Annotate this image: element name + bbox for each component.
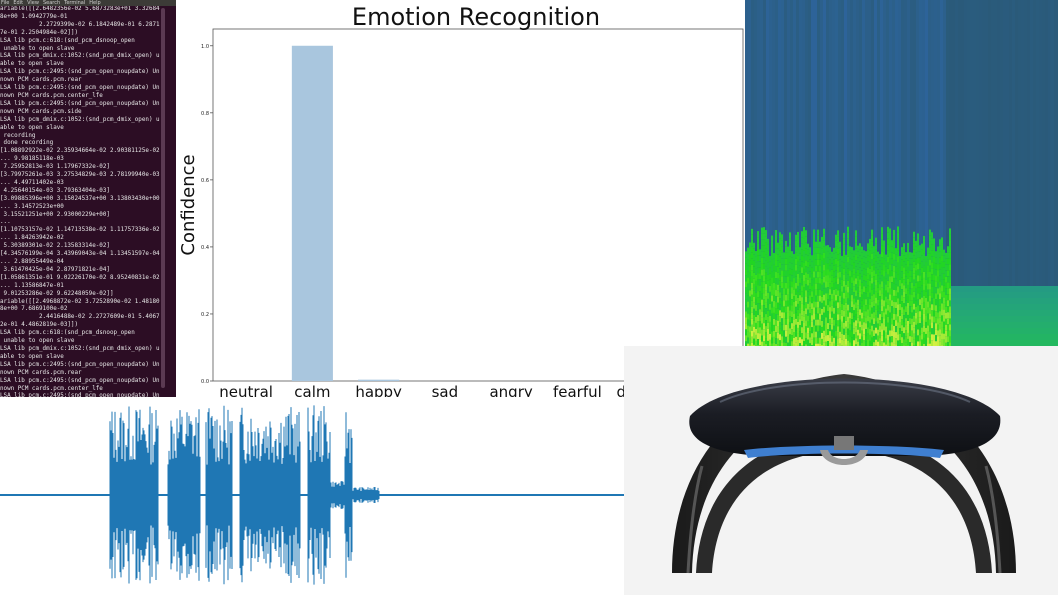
terminal-line: ... 3.14572523e+00: [0, 204, 160, 212]
terminal-line: ... 1.84263942e-02: [0, 235, 160, 243]
terminal-line: 2e-01 4.4862819e-03]]): [0, 322, 160, 330]
terminal-line: nown PCM cards.pcm.rear: [0, 77, 160, 85]
terminal-line: able to open slave: [0, 125, 160, 133]
terminal-line: nown PCM cards.pcm.center_lfe: [0, 386, 160, 394]
terminal-line: nown PCM cards.pcm.center_lfe: [0, 93, 160, 101]
terminal-line: LSA lib pcm.c:2495:(snd_pcm_open_noupdat…: [0, 378, 160, 386]
headset-photo: [624, 346, 1058, 595]
terminal-line: ... 2.88955449e-04: [0, 259, 160, 267]
terminal-line: [3.79975261e-03 3.27534829e-03 2.7819994…: [0, 172, 160, 180]
headset-illustration: [624, 346, 1058, 595]
y-tick-label: 1.0: [201, 44, 209, 50]
terminal-line: unable to open slave: [0, 46, 160, 54]
terminal-line: LSA lib pcm.c:618:(snd_pcm_dsnoop_open: [0, 38, 160, 46]
y-tick-label: 0.0: [201, 379, 209, 385]
y-tick-label: 0.6: [201, 178, 209, 184]
terminal-line: nown PCM cards.pcm.rear: [0, 370, 160, 378]
terminal-line: able to open slave: [0, 61, 160, 69]
terminal-line: LSA lib pcm.c:618:(snd_pcm_dsnoop_open: [0, 330, 160, 338]
x-tick-label-neutral: neutral: [219, 383, 273, 397]
terminal-line: LSA lib pcm.c:2495:(snd_pcm_open_noupdat…: [0, 85, 160, 93]
x-tick-label-happy: happy: [355, 383, 402, 397]
chart-window: Emotion Recognition Confidence 0.0 0.2 0.4 0.…: [176, 0, 745, 397]
terminal-line: nown PCM cards.pcm.side: [0, 109, 160, 117]
bar-calm: [292, 46, 333, 381]
y-axis-label: Confidence: [178, 154, 199, 255]
terminal-line: ... 9.98185118e-03: [0, 156, 160, 164]
terminal-line: 4.25640154e-03 3.79363404e-03]: [0, 188, 160, 196]
terminal-line: LSA lib pcm.c:2495:(snd_pcm_open_noupdat…: [0, 69, 160, 77]
terminal-line: 7.25952813e-03 1.17967332e-02]: [0, 164, 160, 172]
terminal-line: 2.4416488e-02 2.2727609e-01 5.40672: [0, 314, 160, 322]
terminal-line: 3.15521251e+00 2.93000229e+00]: [0, 212, 160, 220]
terminal-scroll-track[interactable]: [161, 6, 175, 397]
terminal-line: LSA lib pcm_dmix.c:1052:(snd_pcm_dmix_op…: [0, 53, 160, 61]
terminal-output: ariable([[2.6482356e-02 5.6873283e+01 3.…: [0, 6, 160, 397]
terminal-line: LSA lib pcm_dmix.c:1052:(snd_pcm_dmix_op…: [0, 346, 160, 354]
terminal-line: 8e+00 1.0942779e-01: [0, 14, 160, 22]
terminal-line: 3.61470425e-04 2.87971821e-04]: [0, 267, 160, 275]
terminal-line: LSA lib pcm.c:2495:(snd_pcm_open_noupdat…: [0, 101, 160, 109]
terminal-line: recording: [0, 133, 160, 141]
terminal-line: [1.05861351e-01 9.02226170e-02 8.9524083…: [0, 275, 160, 283]
x-tick-label-fearful: fearful: [553, 383, 602, 397]
terminal-line: [1.10753157e-02 1.14713538e-02 1.1175733…: [0, 227, 160, 235]
x-tick-label-sad: sad: [432, 383, 459, 397]
terminal-line: able to open slave: [0, 354, 160, 362]
terminal-line: ariable([[2.6482356e-02 5.6873283e+01 3.…: [0, 6, 160, 14]
terminal-line: [3.09885396e+00 3.15024537e+00 3.1380343…: [0, 196, 160, 204]
terminal-scrollbar[interactable]: [161, 8, 165, 388]
terminal-line: 7e-01 2.2504984e-02]]): [0, 30, 160, 38]
waveform-image: [0, 397, 624, 595]
x-tick-label-calm: calm: [294, 383, 330, 397]
terminal-line: done recording: [0, 140, 160, 148]
terminal-line: 2.2729399e-02 6.1842489e-01 6.28719: [0, 22, 160, 30]
terminal-line: ... 1.13586847e-01: [0, 283, 160, 291]
emotion-chart: Emotion Recognition Confidence 0.0 0.2 0.4 0.…: [176, 0, 745, 397]
terminal-line: LSA lib pcm_dmix.c:1052:(snd_pcm_dmix_op…: [0, 117, 160, 125]
terminal-line: unable to open slave: [0, 338, 160, 346]
y-tick-label: 0.8: [201, 111, 209, 117]
spectrogram-plot: [745, 0, 1058, 346]
terminal-line: 5.30389301e-02 2.13583314e-02]: [0, 243, 160, 251]
terminal-line: [1.08892922e-02 2.35934664e-02 2.9038112…: [0, 148, 160, 156]
terminal-line: ariable([[2.4968872e-02 3.7252890e-02 1.…: [0, 299, 160, 307]
audio-waveform: [0, 397, 624, 595]
spectrogram-image: [745, 0, 1058, 346]
y-tick-label: 0.2: [201, 312, 209, 318]
terminal-line: LSA lib pcm.c:2495:(snd_pcm_open_noupdat…: [0, 362, 160, 370]
terminal-line: ... 4.49711402e-03: [0, 180, 160, 188]
terminal-line: ...: [0, 219, 160, 227]
bar-happy: [358, 380, 399, 381]
terminal-line: 9.01253286e-02 9.62248059e-02]]: [0, 291, 160, 299]
terminal-line: 8e+00 7.6869100e-02: [0, 306, 160, 314]
y-tick-label: 0.4: [201, 245, 209, 251]
chart-title: Emotion Recognition: [352, 3, 600, 31]
terminal-line: [4.34576199e-04 3.43969043e-04 1.1345159…: [0, 251, 160, 259]
x-tick-label-angry: angry: [489, 383, 532, 397]
